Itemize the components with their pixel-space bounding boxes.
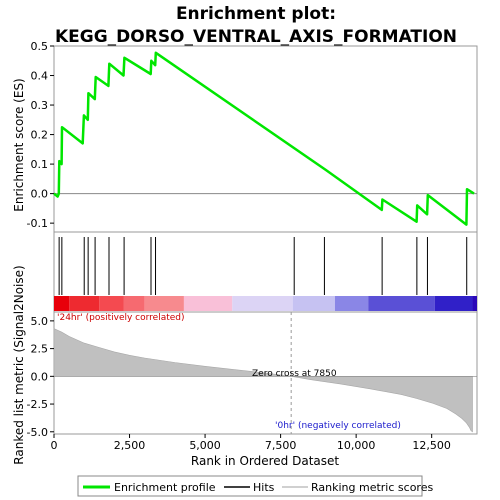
heatmap-segment [123, 296, 145, 311]
metric-y-tick-label: 5.0 [31, 315, 49, 328]
heatmap-segment [144, 296, 184, 311]
heatmap-segment [472, 296, 477, 311]
heatmap-segment [183, 296, 233, 311]
x-tick-label: 2,500 [114, 439, 146, 452]
positive-correlation-label: '24hr' (positively correlated) [57, 313, 185, 323]
legend-hits-label: Hits [253, 481, 275, 494]
legend-metric-label: Ranking metric scores [311, 481, 433, 494]
rank-heatmap-bar [54, 296, 477, 311]
es-y-tick-label: 0.1 [31, 158, 49, 171]
x-tick-label: 5,000 [189, 439, 221, 452]
es-y-tick-label: 0.2 [31, 129, 49, 142]
legend-es-label: Enrichment profile [114, 481, 216, 494]
x-tick-label: 0 [51, 439, 58, 452]
legend-box [77, 475, 423, 497]
title: Enrichment plot: KEGG_DORSO_VENTRAL_AXIS… [55, 4, 457, 47]
x-tick-label: 7,500 [265, 439, 297, 452]
x-tick-label: 12,500 [412, 439, 451, 452]
negative-correlation-label: '0hr' (negatively correlated) [275, 421, 401, 431]
es-curve-layer [53, 51, 475, 226]
x-axis: 0 2,500 5,000 7,500 10,000 12,500 [51, 434, 451, 452]
heatmap-segment [334, 296, 369, 311]
metric-y-tick-label: -2.5 [27, 398, 48, 411]
x-tick-label: 10,000 [337, 439, 376, 452]
heatmap-segment [232, 296, 293, 311]
heatmap-segment [99, 296, 124, 311]
title-line-1: Enrichment plot: [176, 4, 336, 24]
heatmap-segment [54, 296, 70, 311]
hit-marks [58, 237, 468, 295]
es-y-tick-label: 0.5 [31, 40, 49, 53]
metric-area-fill [53, 328, 473, 433]
x-axis-label: Rank in Ordered Dataset [191, 454, 339, 468]
es-panel [53, 45, 478, 233]
es-y-axis: -0.1 0.0 0.1 0.2 0.3 0.4 0.5 [27, 40, 54, 230]
metric-y-tick-label: 2.5 [31, 343, 49, 356]
metric-y-axis-label: Ranked list metric (Signal2Noise) [12, 265, 26, 464]
es-y-tick-label: 0.3 [31, 99, 49, 112]
metric-y-tick-label: 0.0 [31, 370, 49, 383]
title-line-2: KEGG_DORSO_VENTRAL_AXIS_FORMATION [55, 27, 457, 47]
metric-area [53, 328, 477, 433]
heatmap-segment [434, 296, 473, 311]
es-y-tick-label: 0.4 [31, 70, 49, 83]
legend: Enrichment profile Hits Ranking metric s… [77, 475, 433, 497]
metric-y-axis: -5.0 -2.5 0.0 2.5 5.0 [27, 315, 54, 439]
es-y-tick-label: 0.0 [31, 188, 49, 201]
es-y-tick-label: -0.1 [27, 217, 48, 230]
heatmap-segment [368, 296, 435, 311]
es-curve [53, 51, 475, 226]
heatmap-segment [292, 296, 335, 311]
metric-y-tick-label: -5.0 [27, 426, 48, 439]
es-y-axis-label: Enrichment score (ES) [12, 78, 26, 211]
zero-cross-label: Zero cross at 7850 [252, 369, 337, 379]
heatmap-segment [69, 296, 100, 311]
